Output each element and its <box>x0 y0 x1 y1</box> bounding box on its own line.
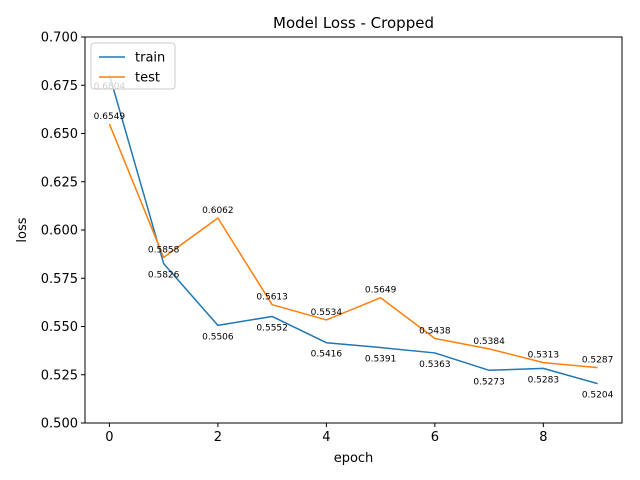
test-series-line <box>108 123 598 369</box>
train-data-label: 0.5506 <box>202 332 234 342</box>
y-tick-label: 0.625 <box>41 175 78 190</box>
train-data-label: 0.5391 <box>365 355 397 365</box>
train-series-line <box>108 74 598 385</box>
y-tick-label: 0.550 <box>41 320 78 335</box>
test-data-label: 0.5534 <box>311 308 343 318</box>
test-data-label: 0.6549 <box>94 112 126 122</box>
x-tick-label: 0 <box>105 430 113 445</box>
y-tick-label: 0.600 <box>41 224 78 239</box>
y-tick-label: 0.525 <box>41 368 78 383</box>
x-axis-title: epoch <box>334 451 374 466</box>
train-data-label: 0.5204 <box>582 391 614 401</box>
test-data-label: 0.5438 <box>419 326 451 336</box>
train-legend-label: train <box>135 51 165 66</box>
chart-title: Model Loss - Cropped <box>273 14 434 32</box>
x-tick-label: 2 <box>214 430 222 445</box>
x-axis-ticks: 0 2 4 6 8 <box>105 423 547 445</box>
y-tick-label: 0.650 <box>41 127 78 142</box>
y-axis-title: loss <box>15 217 30 242</box>
test-data-label: 0.5287 <box>582 356 614 366</box>
test-data-label: 0.5858 <box>148 245 180 255</box>
legend: train test <box>90 42 176 90</box>
y-tick-label: 0.700 <box>41 31 78 46</box>
series-layer <box>108 74 598 385</box>
test-data-label: 0.5649 <box>365 286 397 296</box>
train-data-label: 0.5363 <box>419 360 451 370</box>
train-data-label: 0.5416 <box>311 350 343 360</box>
x-tick-label: 6 <box>431 430 439 445</box>
test-data-label: 0.5613 <box>256 293 288 303</box>
test-legend-label: test <box>135 71 160 86</box>
y-tick-label: 0.575 <box>41 272 78 287</box>
test-data-label: 0.6062 <box>202 206 234 216</box>
y-tick-label: 0.500 <box>41 417 78 432</box>
train-data-label: 0.5273 <box>473 377 505 387</box>
x-tick-label: 8 <box>539 430 547 445</box>
test-data-label: 0.5313 <box>528 351 560 361</box>
train-data-label: 0.5283 <box>528 375 560 385</box>
train-data-label: 0.5826 <box>148 271 180 281</box>
x-tick-label: 4 <box>322 430 330 445</box>
test-data-label: 0.5384 <box>473 337 505 347</box>
y-axis-ticks: 0.500 0.525 0.550 0.575 0.600 0.625 0.650 0.675… <box>41 31 85 432</box>
train-data-label: 0.5552 <box>256 323 288 333</box>
y-tick-label: 0.675 <box>41 79 78 94</box>
